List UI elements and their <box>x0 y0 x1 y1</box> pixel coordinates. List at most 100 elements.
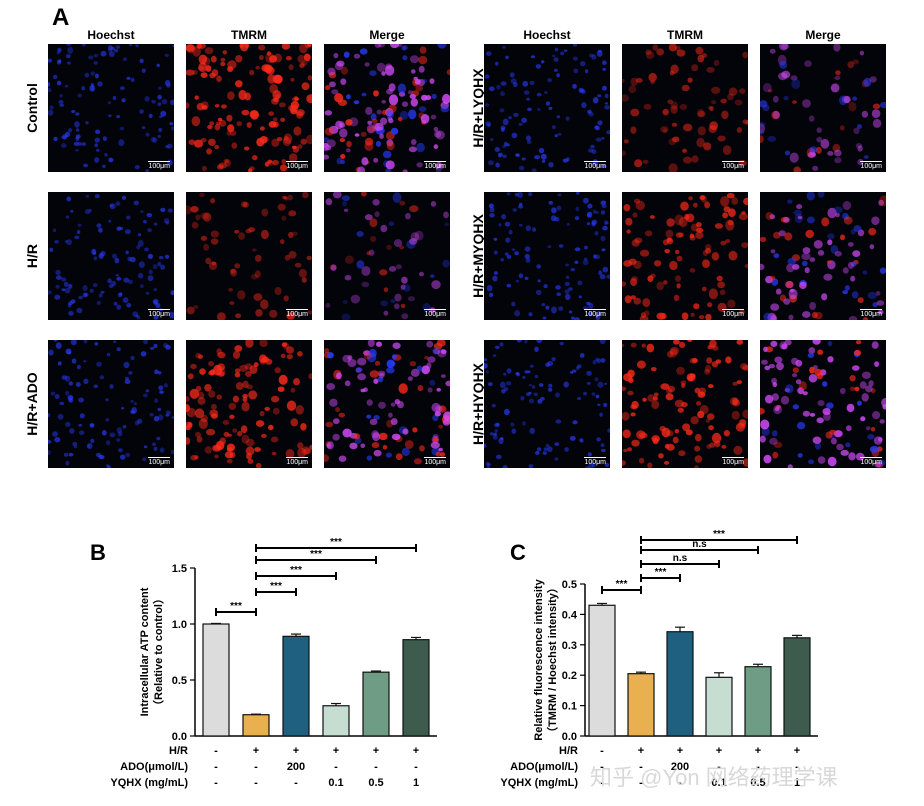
table-cell: - <box>414 761 418 773</box>
table-cell: - <box>639 761 643 773</box>
micrograph-hoechst-h-r-myqhx: 100μm <box>484 192 610 320</box>
y-tick-label: 0.3 <box>562 640 577 652</box>
table-cell: 0.1 <box>711 777 726 789</box>
table-cell: + <box>333 745 339 757</box>
scale-bar: 100μm <box>424 457 446 466</box>
scale-bar: 100μm <box>722 457 744 466</box>
table-row-label: ADO(μmol/L) <box>510 761 578 773</box>
table-cell: + <box>293 745 299 757</box>
bar <box>242 714 270 737</box>
bar <box>783 637 811 737</box>
micrograph-tmrm-control: 100μm <box>186 44 312 172</box>
y-axis-label: Relative fluorescence intensity <box>533 578 545 740</box>
significance-label: *** <box>230 601 242 612</box>
column-header-tmrm: TMRM <box>231 28 267 42</box>
table-cell: - <box>678 777 682 789</box>
y-tick-label: 0.0 <box>172 731 187 743</box>
table-cell: - <box>639 777 643 789</box>
bar <box>666 631 694 737</box>
y-tick-label: 0.0 <box>562 731 577 743</box>
y-tick-label: 0.5 <box>562 579 577 591</box>
table-cell: + <box>373 745 379 757</box>
micrograph-tmrm-h-r-hyqhx: 100μm <box>622 340 748 468</box>
column-header-hoechst: Hoechst <box>87 28 135 42</box>
bar <box>362 671 390 737</box>
bar <box>322 705 350 737</box>
scale-bar: 100μm <box>584 161 606 170</box>
scale-bar: 100μm <box>286 161 308 170</box>
bar <box>744 666 772 737</box>
y-tick-label: 1.5 <box>172 563 187 575</box>
column-header-merge: Merge <box>805 28 841 42</box>
panel-a-label: A <box>52 4 70 31</box>
table-cell: 1 <box>794 777 800 789</box>
table-cell: 0.5 <box>750 777 765 789</box>
table-cell: - <box>214 761 218 773</box>
column-header-merge: Merge <box>369 28 405 42</box>
significance-label: *** <box>270 581 282 592</box>
table-cell: + <box>677 745 683 757</box>
significance-label: n.s <box>673 553 688 564</box>
table-cell: - <box>374 761 378 773</box>
table-cell: + <box>638 745 644 757</box>
micrograph-tmrm-h-r: 100μm <box>186 192 312 320</box>
table-row-label: ADO(μmol/L) <box>120 761 188 773</box>
micrograph-merge-h-r-hyqhx: 100μm <box>760 340 886 468</box>
micrograph-merge-h-r-lyqhx: 100μm <box>760 44 886 172</box>
table-cell: + <box>794 745 800 757</box>
panel-c-label: C <box>510 540 526 565</box>
micrograph-merge-h-r-ado: 100μm <box>324 340 450 468</box>
y-tick-label: 0.2 <box>562 670 577 682</box>
scale-bar: 100μm <box>722 309 744 318</box>
panel-b-label: B <box>90 540 106 565</box>
table-cell: 200 <box>671 761 689 773</box>
table-cell: + <box>755 745 761 757</box>
table-row-label: H/R <box>169 745 188 757</box>
micrograph-merge-h-r: 100μm <box>324 192 450 320</box>
y-tick-label: 0.1 <box>562 701 577 713</box>
table-row-label: YQHX (mg/mL) <box>110 777 188 789</box>
micrograph-hoechst-h-r-hyqhx: 100μm <box>484 340 610 468</box>
bar <box>202 623 230 737</box>
table-cell: 1 <box>413 777 419 789</box>
significance-label: *** <box>310 549 322 560</box>
table-row-label: H/R <box>559 745 578 757</box>
atp-bar-chart: B 0.0 0.5 1.0 1.5 Intracellular ATP content （R… <box>90 537 437 789</box>
scale-bar: 100μm <box>286 309 308 318</box>
table-cell: - <box>717 761 721 773</box>
scale-bar: 100μm <box>286 457 308 466</box>
scale-bar: 100μm <box>148 309 170 318</box>
table-cell: + <box>253 745 259 757</box>
scale-bar: 100μm <box>584 309 606 318</box>
scale-bar: 100μm <box>860 309 882 318</box>
micrograph-tmrm-h-r-ado: 100μm <box>186 340 312 468</box>
table-cell: - <box>600 761 604 773</box>
micrograph-tmrm-h-r-lyqhx: 100μm <box>622 44 748 172</box>
significance-label: *** <box>330 537 342 548</box>
significance-label: *** <box>290 565 302 576</box>
bar <box>627 673 655 737</box>
y-tick-label: 0.4 <box>562 609 578 621</box>
table-row-label: YQHX (mg/mL) <box>500 777 578 789</box>
scale-bar: 100μm <box>148 457 170 466</box>
significance-label: *** <box>655 567 667 578</box>
bar <box>588 604 616 737</box>
table-cell: + <box>413 745 419 757</box>
table-cell: - <box>254 761 258 773</box>
micrograph-hoechst-control: 100μm <box>48 44 174 172</box>
table-cell: 200 <box>287 761 305 773</box>
significance-label: *** <box>713 530 725 540</box>
table-cell: + <box>716 745 722 757</box>
micrograph-hoechst-h-r: 100μm <box>48 192 174 320</box>
y-tick-label: 0.5 <box>172 675 187 687</box>
table-cell: - <box>214 777 218 789</box>
bar <box>282 635 310 737</box>
row-label-control: Control <box>24 83 40 133</box>
bar <box>402 639 430 737</box>
table-cell: - <box>600 777 604 789</box>
table-cell: - <box>600 745 604 757</box>
y-tick-label: 1.0 <box>172 619 187 631</box>
micrograph-tmrm-h-r-myqhx: 100μm <box>622 192 748 320</box>
column-header-hoechst: Hoechst <box>523 28 571 42</box>
table-cell: 0.1 <box>328 777 343 789</box>
